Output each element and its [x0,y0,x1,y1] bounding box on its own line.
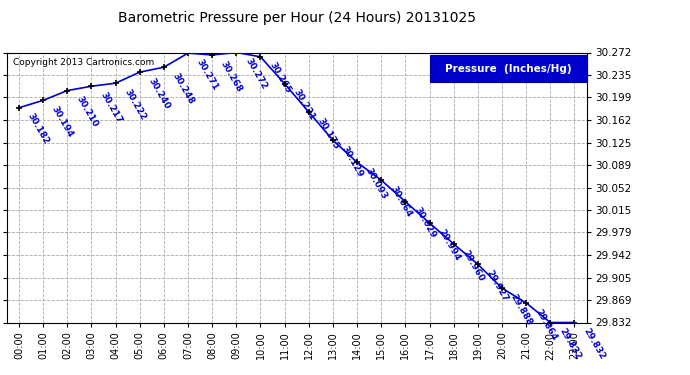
Text: 30.093: 30.093 [364,166,389,201]
Text: 29.832: 29.832 [558,327,582,361]
Text: 30.272: 30.272 [244,57,268,91]
Text: 30.182: 30.182 [26,112,51,146]
Text: Copyright 2013 Cartronics.com: Copyright 2013 Cartronics.com [12,58,154,67]
Text: 29.888: 29.888 [509,292,534,327]
FancyBboxPatch shape [430,55,586,82]
Text: 29.994: 29.994 [437,227,462,262]
Text: 30.129: 30.129 [340,144,365,179]
Text: 29.864: 29.864 [533,307,558,342]
Text: 30.248: 30.248 [171,71,196,106]
Text: 30.265: 30.265 [268,61,293,95]
Text: 29.927: 29.927 [485,268,510,303]
Text: 30.210: 30.210 [75,95,99,129]
Text: 30.217: 30.217 [99,90,124,125]
Text: 30.029: 30.029 [413,206,437,240]
Text: 30.175: 30.175 [316,116,341,151]
Text: 29.832: 29.832 [582,327,607,361]
Text: 30.221: 30.221 [292,88,317,122]
Text: 30.222: 30.222 [123,87,148,122]
Text: 30.240: 30.240 [147,76,172,111]
Text: 30.271: 30.271 [195,57,220,92]
Text: 30.194: 30.194 [50,105,75,139]
Text: Barometric Pressure per Hour (24 Hours) 20131025: Barometric Pressure per Hour (24 Hours) … [118,11,475,25]
Text: Pressure  (Inches/Hg): Pressure (Inches/Hg) [445,64,571,74]
Text: 30.268: 30.268 [219,59,244,93]
Text: 30.064: 30.064 [388,184,413,219]
Text: 29.960: 29.960 [461,248,486,283]
